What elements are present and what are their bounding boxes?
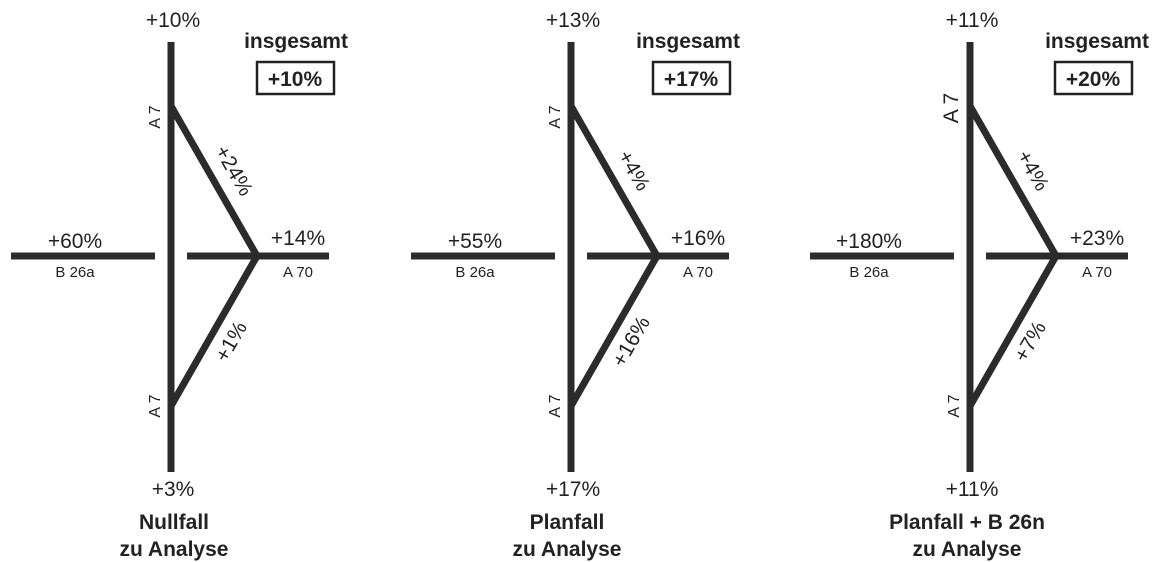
a7-label-north: A 7: [547, 105, 564, 128]
a7-south-change: +3%: [152, 478, 195, 501]
ramp-upper: [167, 104, 261, 258]
ramp-lower: [567, 254, 661, 408]
a70-change: +16%: [671, 227, 725, 250]
a7-north-change: +10%: [146, 9, 200, 32]
panel-planfall-b26n: +11% +11% +180% B 26a +23% A 70 A 7 A 7 …: [810, 9, 1149, 561]
b26a-label: B 26a: [849, 264, 889, 281]
b26a-change: +55%: [448, 230, 502, 253]
a7-label-south: A 7: [547, 394, 564, 417]
overall-change: +10%: [268, 68, 323, 91]
overall-box: [651, 60, 732, 96]
caption-line1: Planfall + B 26n: [889, 511, 1045, 534]
a70-label: A 70: [1082, 264, 1112, 281]
panel-nullfall: +10% +3% +60% B 26a +14% A 70 A 7 A 7 +2…: [11, 9, 348, 561]
a7-south-change: +17%: [546, 478, 600, 501]
a70-label: A 70: [283, 264, 313, 281]
caption-line2: zu Analyse: [120, 538, 229, 561]
ramp-lower: [167, 254, 261, 408]
overall-change: +20%: [1066, 68, 1121, 91]
a7-label-north: A 7: [940, 93, 963, 123]
caption-line1: Planfall: [530, 511, 605, 534]
b26a-change: +60%: [48, 230, 102, 253]
a7-north-change: +11%: [946, 9, 999, 32]
overall-label: insgesamt: [244, 30, 348, 53]
a7-label-south: A 7: [147, 394, 164, 417]
ramp-lower: [966, 254, 1060, 408]
overall-label: insgesamt: [1045, 30, 1149, 53]
a7-north-change: +13%: [546, 9, 600, 32]
a70-change: +23%: [1070, 227, 1124, 250]
b26a-change: +180%: [836, 230, 902, 253]
a7-south-change: +11%: [946, 478, 999, 501]
ramp-lower-change: +16%: [608, 312, 655, 371]
overall-label: insgesamt: [636, 30, 740, 53]
caption-line1: Nullfall: [139, 511, 209, 534]
b26a-label: B 26a: [55, 264, 95, 281]
a70-change: +14%: [271, 227, 325, 250]
a70-label: A 70: [683, 264, 713, 281]
overall-change: +17%: [664, 68, 719, 91]
caption-line2: zu Analyse: [513, 538, 622, 561]
panel-planfall: +13% +17% +55% B 26a +16% A 70 A 7 A 7 +…: [411, 9, 740, 561]
caption-line2: zu Analyse: [913, 538, 1022, 561]
overall-box: [255, 60, 336, 96]
ramp-upper: [966, 104, 1060, 258]
overall-box: [1053, 60, 1134, 96]
ramp-upper: [567, 104, 661, 258]
a7-label-north: A 7: [147, 105, 164, 128]
b26a-label: B 26a: [455, 264, 495, 281]
a7-label-south: A 7: [946, 394, 963, 417]
